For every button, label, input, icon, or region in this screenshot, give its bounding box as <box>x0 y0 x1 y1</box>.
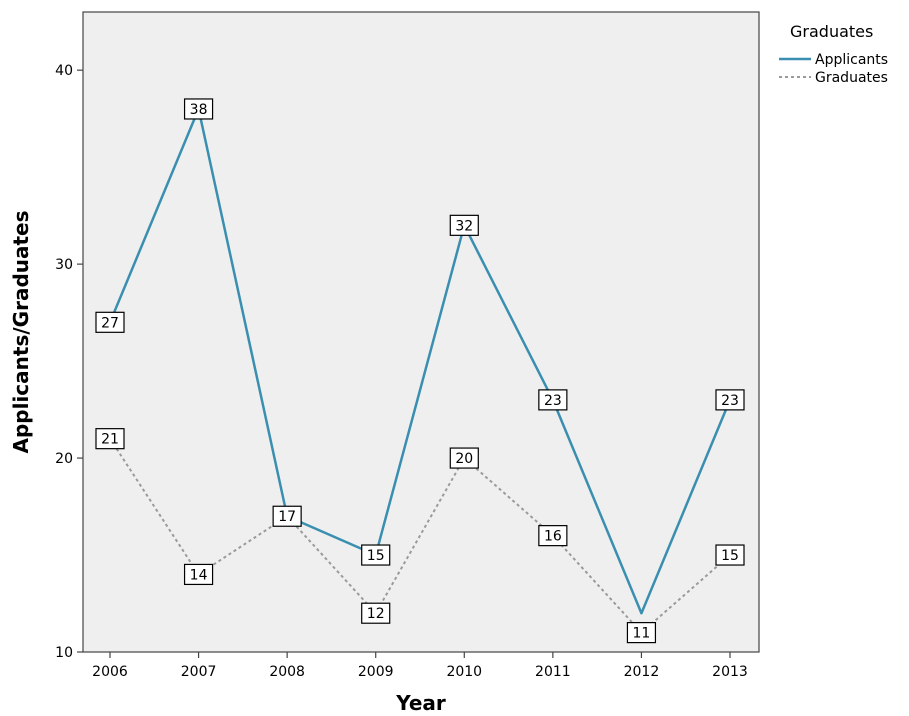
series-line-graduates <box>109 438 731 634</box>
y-axis-title: Applicants/Graduates <box>9 210 33 453</box>
data-label-text: 15 <box>367 548 385 564</box>
legend-label-graduates: Graduates <box>815 70 888 86</box>
data-label-box <box>538 525 568 547</box>
data-label-graduates: 21 <box>95 428 125 450</box>
y-tick-label: 10 <box>55 645 73 661</box>
data-label-graduates: 11 <box>626 622 657 644</box>
data-label-box <box>361 602 391 624</box>
data-label-box <box>95 428 125 450</box>
data-label-text: 14 <box>190 567 208 583</box>
data-label-applicants: 15 <box>361 544 391 566</box>
data-label-box <box>95 311 125 333</box>
x-tick-label: 2009 <box>358 664 394 680</box>
data-label-text: 17 <box>278 509 296 525</box>
data-label-text: 16 <box>544 529 562 545</box>
x-tick-label: 2007 <box>181 664 217 680</box>
data-label-box <box>361 544 391 566</box>
x-tick-label: 2012 <box>624 664 660 680</box>
data-label-text: 38 <box>190 102 208 118</box>
y-tick-label: 30 <box>55 257 73 273</box>
legend-title: Graduates <box>790 22 873 41</box>
data-label-box <box>183 98 214 120</box>
series-line-applicants <box>108 107 732 615</box>
data-label-box <box>715 544 745 566</box>
data-label-text: 15 <box>721 548 739 564</box>
data-label-graduates: 12 <box>361 602 391 624</box>
data-labels: 27 38 17 15 32 23 23 21 14 12 20 16 11 15 <box>95 98 745 644</box>
y-axis: 10 20 30 40 <box>55 63 83 661</box>
data-label-box <box>272 505 302 527</box>
data-label-text: 32 <box>455 218 473 234</box>
data-label-text: 11 <box>633 626 651 642</box>
x-tick-label: 2011 <box>535 664 571 680</box>
legend-label-applicants: Applicants <box>815 52 888 68</box>
data-label-text: 21 <box>101 432 119 448</box>
data-label-graduates: 15 <box>715 544 745 566</box>
data-label-box <box>538 389 568 411</box>
data-label-text: 27 <box>101 315 119 331</box>
data-label-text: 23 <box>544 393 562 409</box>
data-label-box <box>183 563 214 586</box>
series-layer <box>108 107 732 634</box>
data-label-box <box>626 622 657 644</box>
data-label-text: 23 <box>721 393 739 409</box>
data-label-box <box>715 389 745 411</box>
x-axis: 2006 2007 2008 2009 2010 2011 2012 2013 <box>92 652 748 680</box>
data-label-graduates: 20 <box>449 447 479 469</box>
x-tick-label: 2013 <box>712 664 748 680</box>
data-label-applicants: 38 <box>183 98 214 120</box>
data-label-applicants: 32 <box>449 214 479 236</box>
x-axis-title: Year <box>395 691 446 715</box>
data-label-text: 20 <box>455 451 473 467</box>
data-label-box <box>449 214 479 236</box>
x-tick-label: 2008 <box>269 664 305 680</box>
y-tick-label: 40 <box>55 63 73 79</box>
data-label-applicants: 17 <box>272 505 302 527</box>
data-label-box <box>449 447 479 469</box>
data-label-graduates: 16 <box>538 525 568 547</box>
data-label-text: 12 <box>367 606 385 622</box>
legend: Graduates Applicants Graduates <box>779 22 888 86</box>
data-label-applicants: 23 <box>715 389 745 411</box>
data-label-applicants: 23 <box>538 389 568 411</box>
x-tick-label: 2010 <box>446 664 482 680</box>
data-label-graduates: 14 <box>183 563 214 586</box>
x-tick-label: 2006 <box>92 664 128 680</box>
data-label-applicants: 27 <box>95 311 125 333</box>
y-tick-label: 20 <box>55 451 73 467</box>
